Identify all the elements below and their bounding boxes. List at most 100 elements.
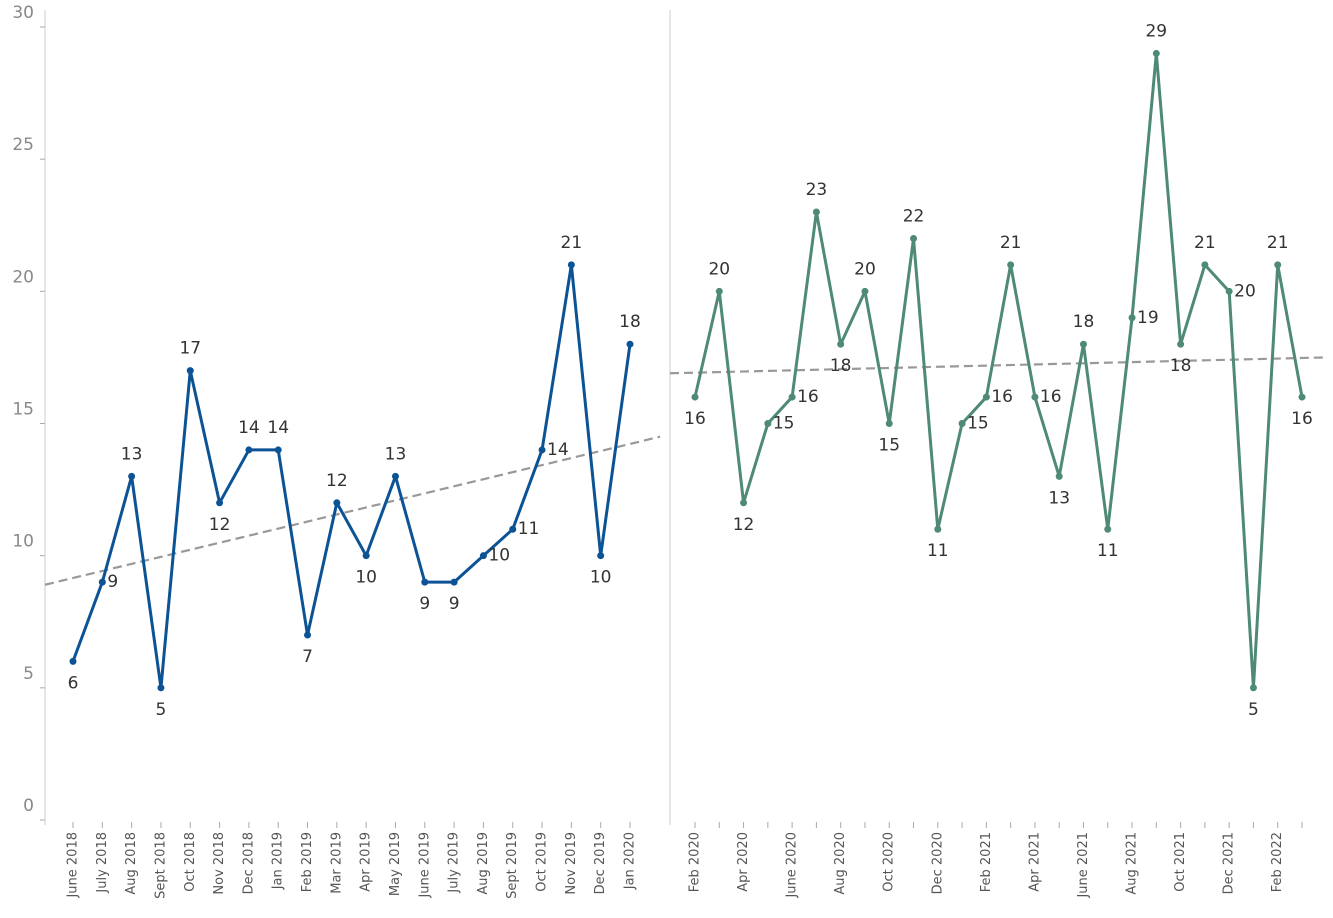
point bbox=[1225, 287, 1233, 295]
x-tick-label: Sept 2018 bbox=[153, 832, 168, 899]
data-label: 18 bbox=[1073, 312, 1095, 332]
data-label: 7 bbox=[302, 647, 313, 667]
point bbox=[186, 367, 194, 375]
point bbox=[885, 420, 893, 427]
y-tick-label: 15 bbox=[12, 400, 34, 420]
point bbox=[216, 499, 224, 507]
data-label: 13 bbox=[121, 444, 143, 464]
point bbox=[764, 420, 772, 427]
data-label: 9 bbox=[419, 594, 430, 614]
y-tick-label: 10 bbox=[12, 532, 34, 552]
x-tick-label: Aug 2018 bbox=[124, 832, 139, 895]
data-label: 11 bbox=[927, 541, 949, 561]
x-tick-label: Aug 2020 bbox=[833, 832, 848, 895]
data-label: 16 bbox=[797, 387, 819, 407]
x-tick-label: Aug 2021 bbox=[1125, 832, 1140, 895]
x-tick-label: Dec 2019 bbox=[593, 832, 608, 894]
data-label: 16 bbox=[991, 387, 1013, 407]
point bbox=[157, 684, 165, 692]
x-tick-label: Dec 2020 bbox=[930, 832, 945, 894]
point bbox=[861, 287, 869, 295]
data-label: 21 bbox=[1267, 233, 1289, 253]
x-tick-label: Apr 2021 bbox=[1027, 832, 1042, 892]
point bbox=[128, 472, 136, 480]
point bbox=[391, 472, 399, 480]
data-label: 18 bbox=[830, 356, 852, 376]
point bbox=[1055, 472, 1063, 480]
data-label: 29 bbox=[1145, 21, 1167, 41]
point bbox=[691, 393, 699, 401]
y-tick-label: 20 bbox=[12, 267, 34, 287]
data-label: 21 bbox=[561, 233, 583, 253]
trend-line bbox=[669, 356, 1326, 375]
point bbox=[69, 657, 77, 665]
point bbox=[509, 525, 517, 533]
x-tick-label: July 2019 bbox=[447, 832, 462, 894]
point bbox=[1274, 261, 1282, 269]
point bbox=[450, 578, 458, 586]
x-tick-label: June 2019 bbox=[417, 832, 432, 899]
x-tick-label: June 2021 bbox=[1076, 832, 1091, 899]
point bbox=[1128, 314, 1136, 322]
data-label: 14 bbox=[547, 440, 569, 460]
point bbox=[982, 393, 990, 401]
data-label: 6 bbox=[68, 673, 79, 693]
point bbox=[333, 499, 341, 507]
data-label: 16 bbox=[1291, 409, 1313, 429]
point bbox=[788, 393, 796, 401]
y-tick-label: 25 bbox=[12, 135, 34, 155]
x-tick-label: Dec 2021 bbox=[1222, 832, 1237, 894]
x-tick-label: Nov 2018 bbox=[212, 832, 227, 895]
data-label: 15 bbox=[878, 436, 900, 456]
point bbox=[1249, 684, 1257, 692]
x-tick-label: Feb 2020 bbox=[688, 832, 703, 892]
point bbox=[304, 631, 312, 639]
point bbox=[626, 340, 634, 348]
point bbox=[812, 208, 820, 216]
data-label: 10 bbox=[590, 568, 612, 588]
x-tick-label: Oct 2021 bbox=[1173, 832, 1188, 892]
point bbox=[1152, 49, 1160, 57]
x-tick-label: Feb 2022 bbox=[1270, 832, 1285, 892]
data-label: 14 bbox=[238, 418, 260, 438]
point bbox=[837, 340, 845, 348]
data-label: 23 bbox=[806, 180, 828, 200]
x-tick-label: Oct 2019 bbox=[535, 832, 550, 892]
point bbox=[1201, 261, 1209, 269]
trend-line bbox=[44, 435, 661, 586]
data-label: 5 bbox=[1248, 700, 1259, 720]
x-tick-label: Aug 2019 bbox=[476, 832, 491, 895]
x-tick-label: Nov 2019 bbox=[564, 832, 579, 895]
point bbox=[597, 552, 605, 560]
x-tick-label: Mar 2019 bbox=[329, 832, 344, 894]
data-label: 9 bbox=[449, 594, 460, 614]
point bbox=[245, 446, 253, 454]
point bbox=[740, 499, 748, 507]
x-tick-label: Jan 2020 bbox=[623, 832, 638, 890]
data-label: 20 bbox=[708, 259, 730, 279]
y-tick-label: 0 bbox=[23, 796, 34, 816]
point bbox=[910, 234, 918, 242]
data-label: 20 bbox=[854, 259, 876, 279]
data-label: 12 bbox=[209, 515, 231, 535]
point bbox=[479, 552, 487, 560]
data-label: 21 bbox=[1194, 233, 1216, 253]
data-label: 14 bbox=[267, 418, 289, 438]
data-label: 15 bbox=[773, 414, 795, 434]
data-label: 16 bbox=[684, 409, 706, 429]
x-tick-label: Oct 2020 bbox=[882, 832, 897, 892]
point bbox=[98, 578, 106, 586]
data-label: 17 bbox=[179, 339, 201, 359]
point bbox=[1104, 525, 1112, 533]
data-label: 18 bbox=[1170, 356, 1192, 376]
data-label: 18 bbox=[619, 312, 641, 332]
data-label: 13 bbox=[385, 444, 407, 464]
y-tick-label: 5 bbox=[23, 664, 34, 684]
x-tick-label: Sept 2019 bbox=[505, 832, 520, 899]
data-label: 19 bbox=[1137, 308, 1159, 328]
x-tick-label: Apr 2020 bbox=[736, 832, 751, 892]
point bbox=[274, 446, 282, 454]
y-tick-label: 30 bbox=[12, 3, 34, 23]
point bbox=[1007, 261, 1015, 269]
